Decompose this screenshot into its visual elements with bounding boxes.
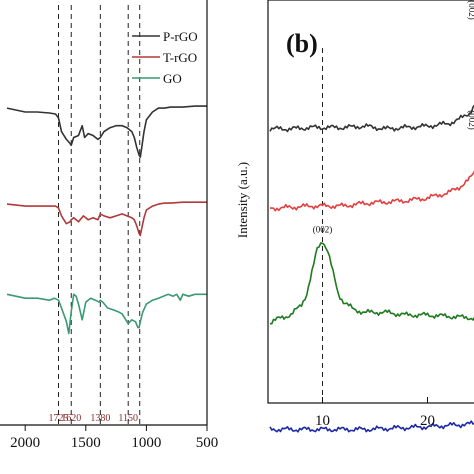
- xrd-series-top: [269, 104, 474, 133]
- xrd-peak-label-edge-2: (002): [467, 110, 474, 130]
- xrd-plot-frame: [267, 0, 474, 404]
- ftir-x-ticks: 2000 1500 1000 500: [10, 425, 218, 451]
- ftir-band-label-1725: 1725: [49, 413, 69, 424]
- xrd-series-second: [269, 170, 474, 212]
- panel-label-b: (b): [286, 29, 318, 58]
- ftir-band-label-1620: 1620: [61, 413, 81, 424]
- ftir-x-tick-label-2000: 2000: [10, 435, 40, 451]
- ftir-series-t-rgo: [6, 201, 207, 237]
- xrd-series-group: [269, 104, 474, 433]
- xrd-peak-label-edge-1: (002): [467, 0, 474, 20]
- ftir-band-label-1150: 1150: [118, 413, 138, 424]
- xrd-series-bottom: [269, 420, 474, 433]
- ftir-x-tick-label-1500: 1500: [71, 435, 101, 451]
- xrd-x-tick-label-20: 20: [420, 413, 435, 429]
- xrd-peak-label-go: (002): [313, 225, 333, 235]
- legend-label-t-rgo: T-rGO: [163, 50, 197, 65]
- ftir-series-p-rgo: [6, 105, 207, 158]
- xrd-peak-annotations: (002) (002) (002): [313, 0, 474, 234]
- legend-label-go: GO: [163, 71, 182, 86]
- ftir-series-group: [6, 105, 207, 335]
- ftir-x-tick-label-1000: 1000: [131, 435, 161, 451]
- legend-label-p-rgo: P-rGO: [163, 29, 198, 44]
- ftir-band-label-1380: 1380: [90, 413, 110, 424]
- xrd-y-axis-title: Intensity (a.u.): [235, 162, 250, 238]
- xrd-x-tick-label-10: 10: [315, 413, 330, 429]
- xrd-x-ticks: 10 20: [315, 397, 435, 429]
- ftir-x-tick-label-500: 500: [196, 435, 219, 451]
- ftir-series-go: [6, 293, 207, 335]
- xrd-panel: 10 20 (b) Intensity (a.u.) (002)(002)(002…: [235, 0, 474, 433]
- ftir-legend: P-rGO T-rGO GO: [132, 29, 198, 86]
- xrd-series-third: [270, 242, 474, 325]
